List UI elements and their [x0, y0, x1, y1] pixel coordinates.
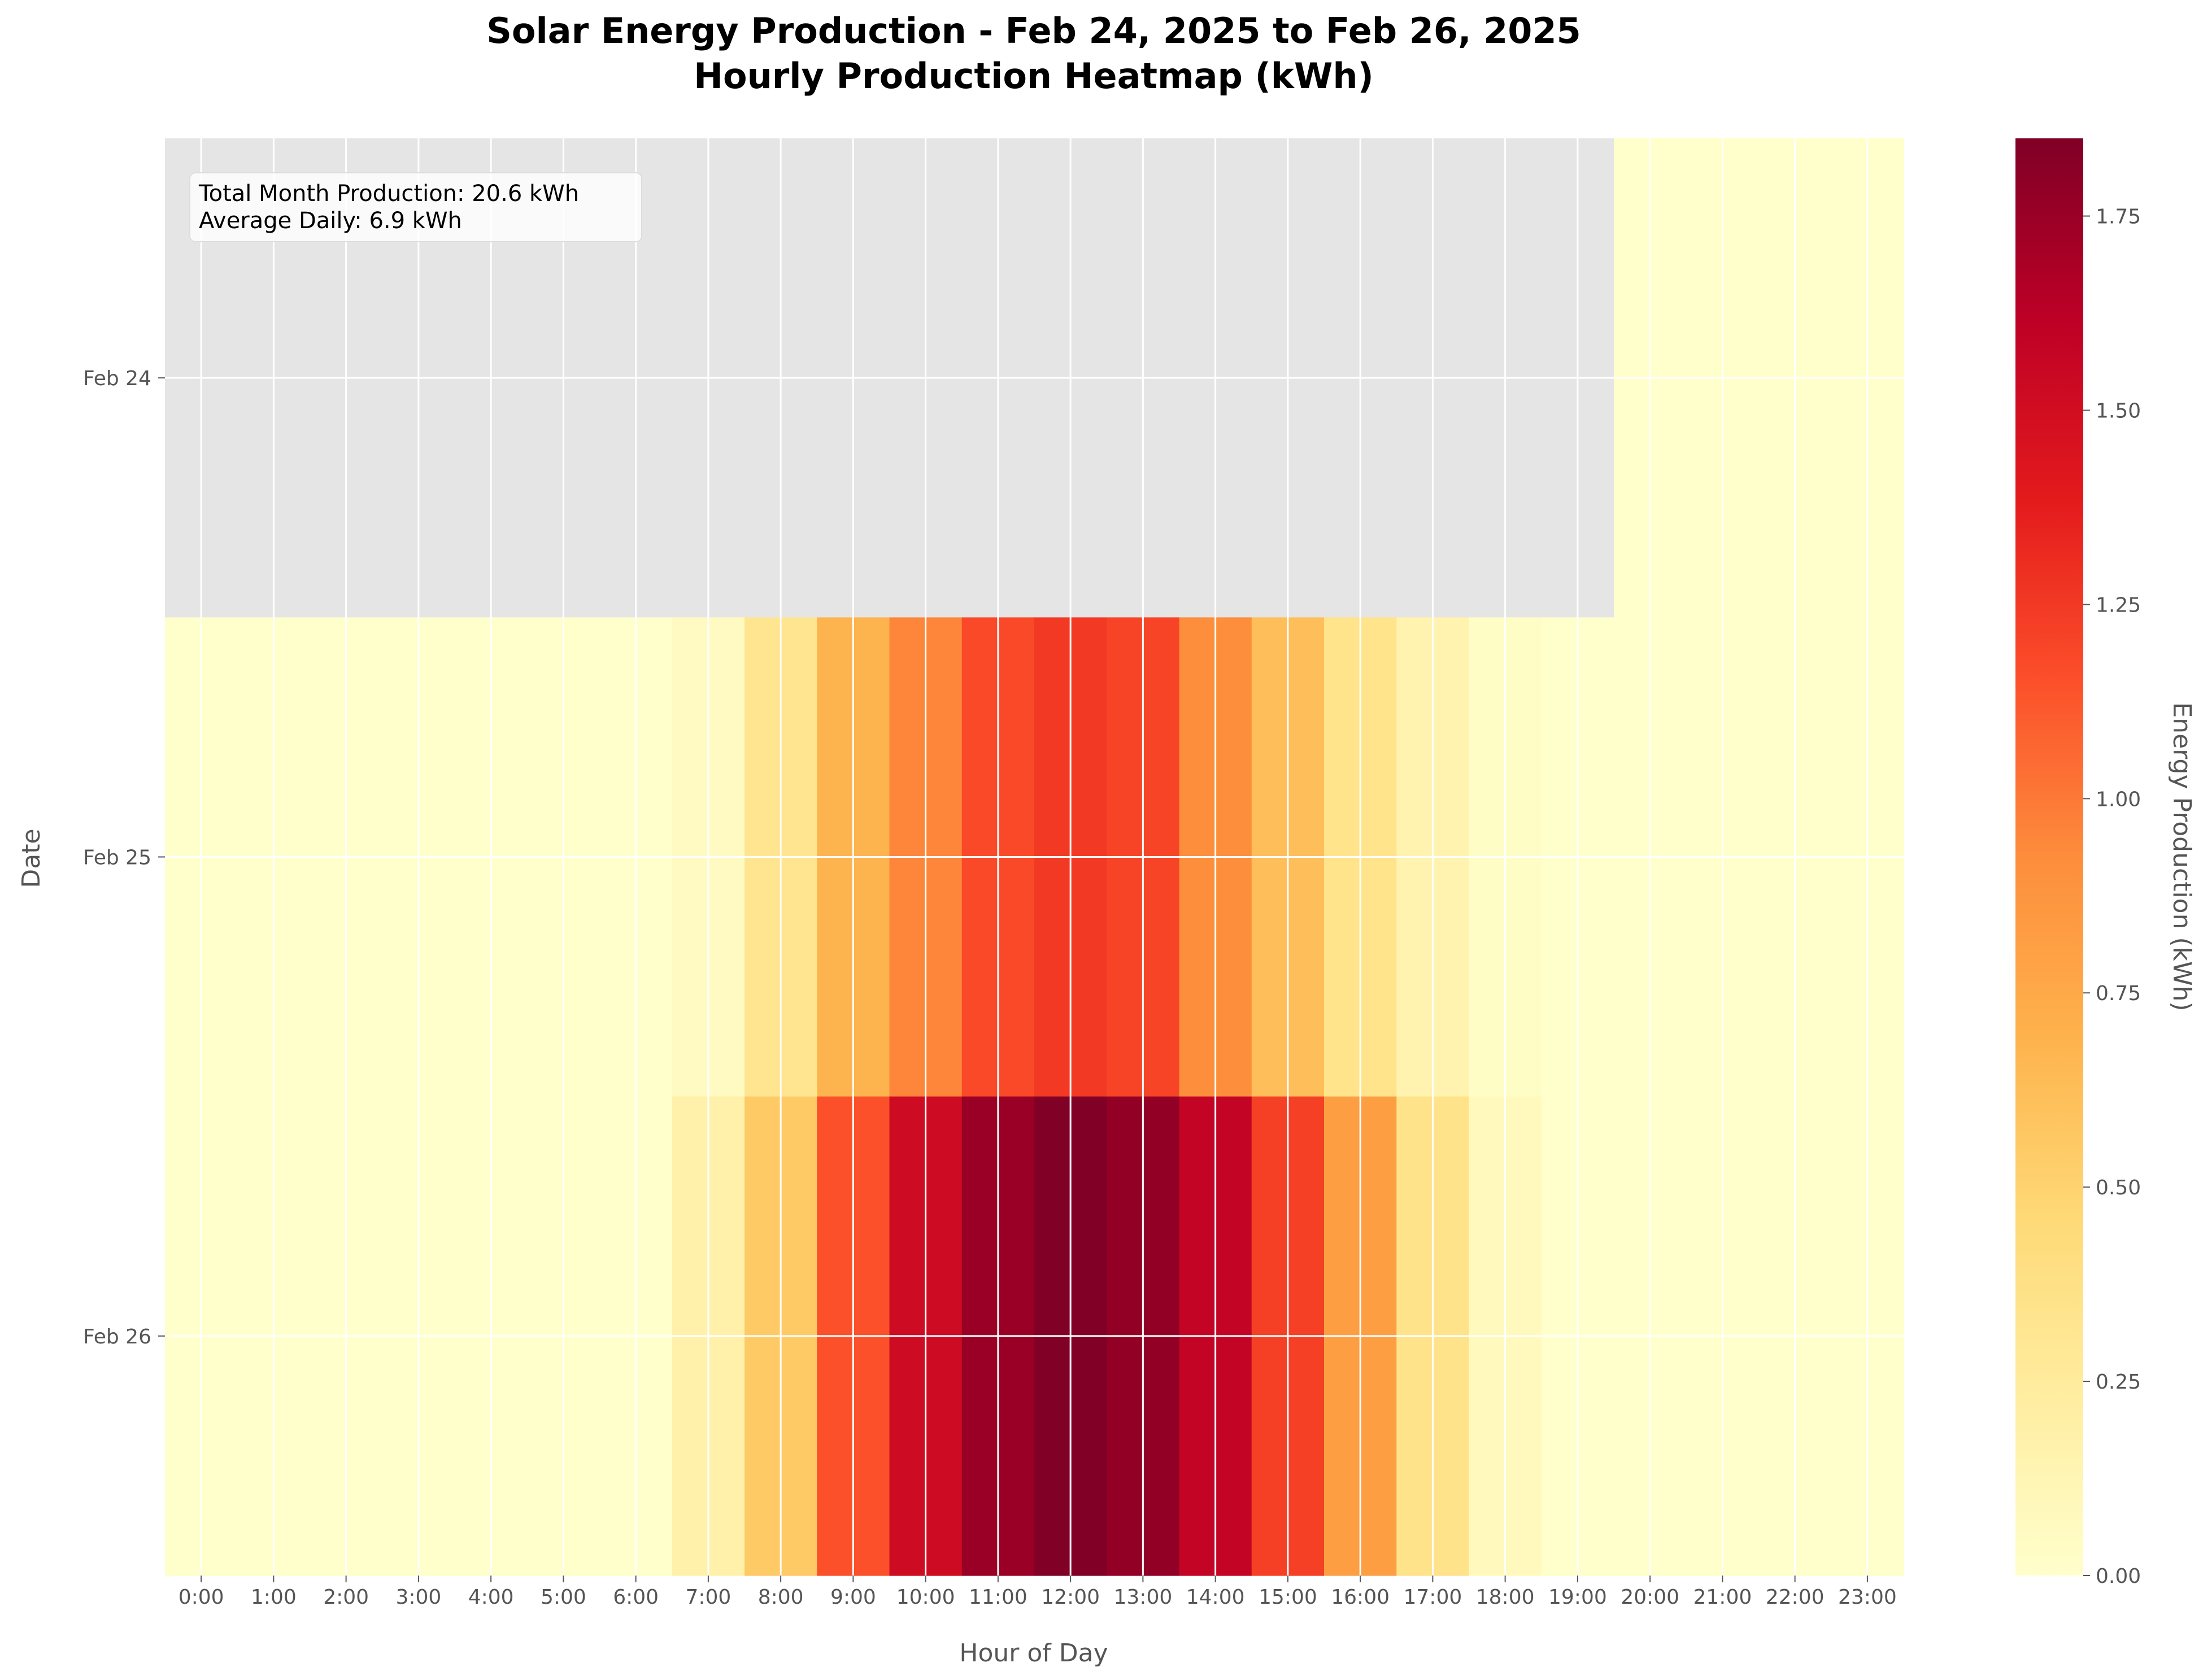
annotation-average: Average Daily: 6.9 kWh [199, 208, 462, 234]
x-tick-label: 11:00 [969, 1586, 1028, 1609]
colorbar-tick-label: 0.50 [2096, 1176, 2141, 1199]
colorbar-label: Energy Production (kWh) [2167, 702, 2196, 1011]
x-tick-label: 14:00 [1186, 1586, 1245, 1609]
x-tick-label: 23:00 [1838, 1586, 1897, 1609]
x-tick-label: 13:00 [1114, 1586, 1173, 1609]
x-tick-label: 7:00 [685, 1586, 731, 1609]
colorbar-tick-label: 0.25 [2096, 1371, 2141, 1394]
annotation-background [189, 172, 642, 242]
x-tick-label: 6:00 [613, 1586, 659, 1609]
x-tick-label: 16:00 [1331, 1586, 1390, 1609]
x-tick-label: 21:00 [1693, 1586, 1752, 1609]
x-tick-label: 19:00 [1548, 1586, 1607, 1609]
colorbar-tick-label: 0.75 [2096, 982, 2141, 1005]
x-tick-label: 9:00 [830, 1586, 876, 1609]
y-tick-label: Feb 24 [83, 367, 151, 390]
x-tick-label: 18:00 [1476, 1586, 1535, 1609]
x-tick-label: 0:00 [178, 1586, 224, 1609]
chart-title: Solar Energy Production - Feb 24, 2025 t… [486, 10, 1581, 51]
x-tick-label: 1:00 [251, 1586, 297, 1609]
x-tick-label: 10:00 [896, 1586, 955, 1609]
x-tick-label: 5:00 [541, 1586, 586, 1609]
colorbar-ticks: 0.00 0.25 0.50 0.75 1.00 1.25 1.50 1.75 [2083, 206, 2141, 1588]
x-tick-label: 15:00 [1259, 1586, 1317, 1609]
x-tick-label: 4:00 [468, 1586, 514, 1609]
x-tick-label: 2:00 [323, 1586, 369, 1609]
x-axis-ticks: 0:00 1:00 2:00 3:00 4:00 5:00 6:00 7:00 8:00 9:00… [178, 1576, 1897, 1609]
colorbar-tick-label: 1.00 [2096, 788, 2141, 811]
colorbar-tick-label: 1.50 [2096, 399, 2141, 422]
chart-subtitle: Hourly Production Heatmap (kWh) [694, 55, 1374, 97]
colorbar-tick-label: 1.25 [2096, 594, 2141, 617]
y-axis-label: Date [17, 828, 46, 888]
colorbar [2015, 138, 2083, 1576]
y-tick-label: Feb 25 [83, 846, 151, 870]
x-axis-label: Hour of Day [959, 1639, 1108, 1668]
y-axis-ticks: Feb 24 Feb 25 Feb 26 [83, 367, 165, 1349]
grid-lines [165, 138, 1904, 1576]
colorbar-tick-label: 1.75 [2096, 206, 2141, 229]
y-tick-label: Feb 26 [83, 1325, 151, 1349]
x-tick-label: 22:00 [1766, 1586, 1825, 1609]
x-tick-label: 20:00 [1621, 1586, 1679, 1609]
annotation-total: Total Month Production: 20.6 kWh [198, 181, 579, 207]
colorbar-tick-label: 0.00 [2096, 1565, 2141, 1588]
x-tick-label: 17:00 [1404, 1586, 1462, 1609]
annotation-box: Total Month Production: 20.6 kWh Average… [189, 172, 642, 242]
x-tick-label: 12:00 [1041, 1586, 1100, 1609]
x-tick-label: 8:00 [758, 1586, 804, 1609]
x-tick-label: 3:00 [395, 1586, 441, 1609]
